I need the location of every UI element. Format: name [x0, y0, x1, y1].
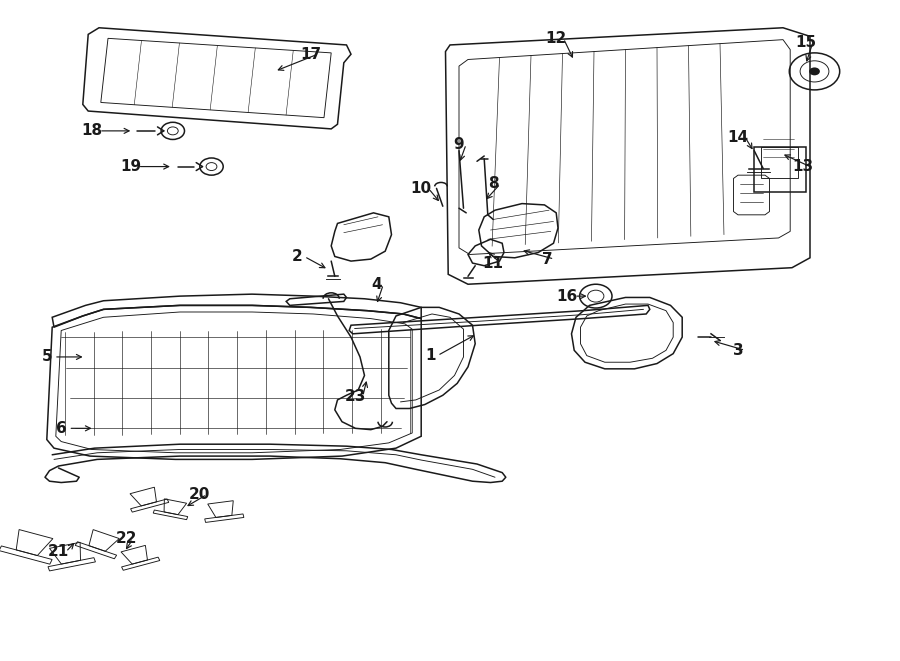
Text: 4: 4: [371, 277, 382, 292]
Text: 22: 22: [115, 531, 137, 546]
Text: 11: 11: [482, 256, 504, 270]
Text: 5: 5: [41, 350, 52, 364]
Text: 21: 21: [48, 545, 69, 559]
Text: 6: 6: [56, 421, 67, 436]
Text: 10: 10: [410, 181, 432, 196]
Text: 14: 14: [727, 130, 749, 145]
Text: 3: 3: [733, 343, 743, 358]
Text: 18: 18: [81, 124, 103, 138]
Text: 23: 23: [345, 389, 366, 404]
Text: 19: 19: [120, 159, 141, 174]
Text: 8: 8: [488, 176, 499, 191]
Text: 9: 9: [454, 137, 464, 151]
Text: 20: 20: [189, 487, 211, 502]
Text: 1: 1: [425, 348, 436, 363]
Text: 2: 2: [292, 249, 302, 264]
Text: 17: 17: [300, 47, 321, 61]
Text: 12: 12: [545, 31, 567, 46]
Circle shape: [809, 67, 820, 75]
Text: 15: 15: [795, 36, 816, 50]
Text: 7: 7: [542, 252, 553, 266]
Text: 13: 13: [792, 159, 814, 174]
Text: 16: 16: [556, 289, 578, 303]
